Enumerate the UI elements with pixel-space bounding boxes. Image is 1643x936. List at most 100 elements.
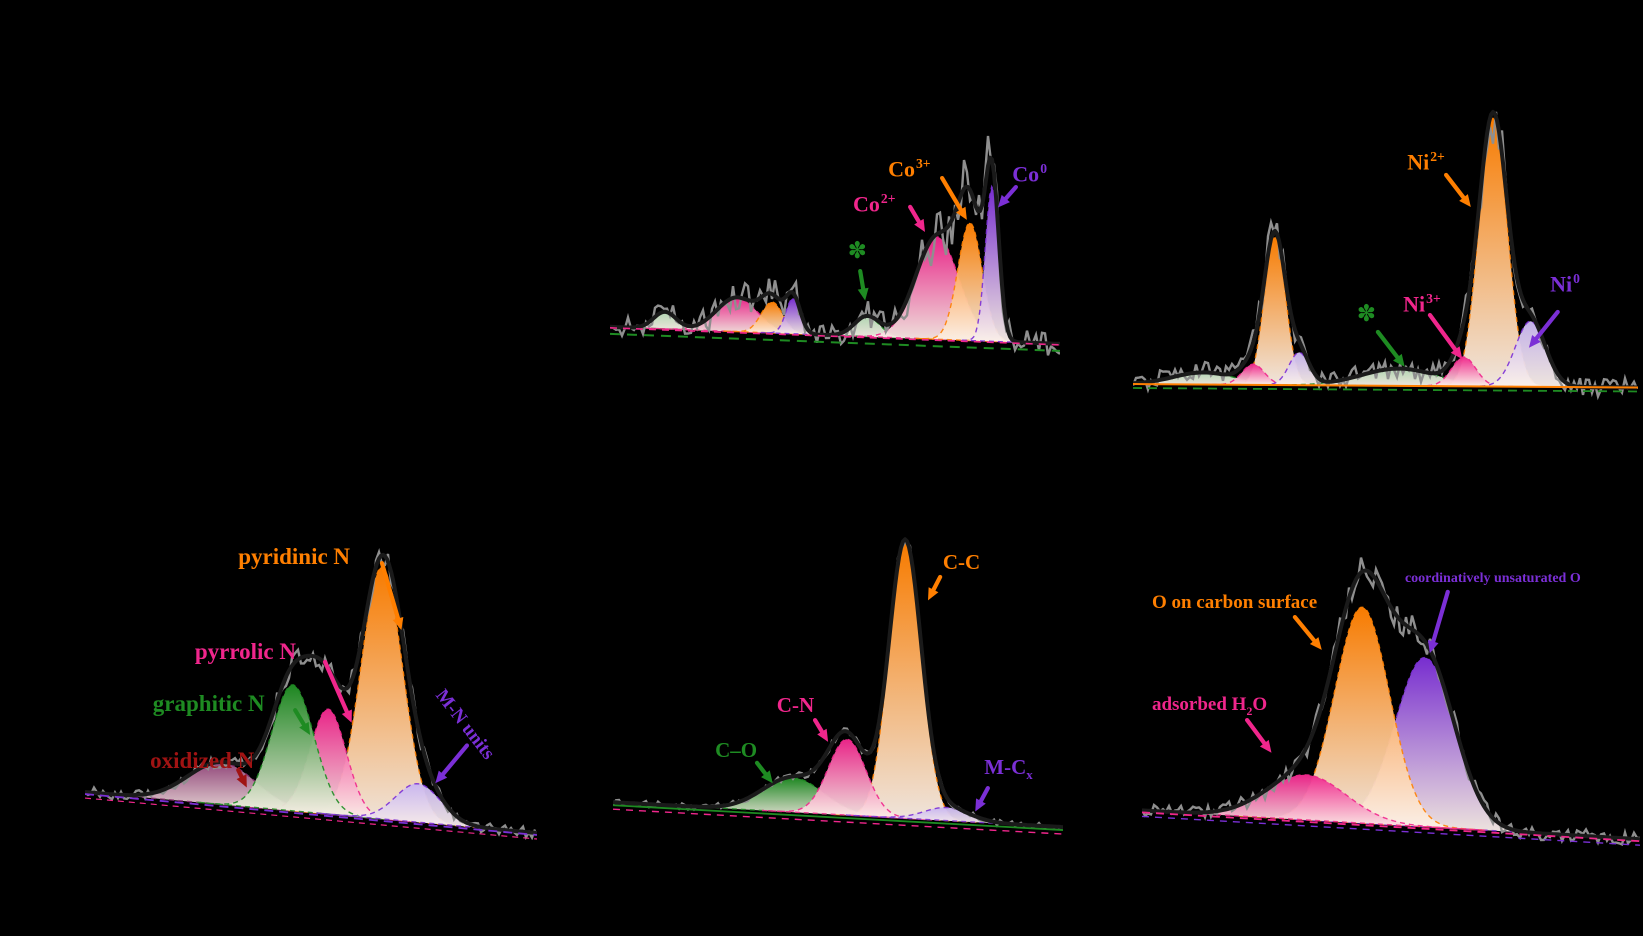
annotation-arrowhead	[975, 798, 986, 812]
baseline-line	[85, 793, 537, 836]
annotation-arrowhead	[956, 206, 967, 220]
label-c-c: C-C	[943, 552, 980, 573]
label-c-o: C–O	[715, 740, 757, 761]
label-c-n: C-N	[776, 692, 815, 717]
label-graphitic-n: graphitic N	[153, 692, 265, 715]
label-text: Co	[853, 191, 880, 217]
annotation-arrow	[812, 718, 825, 734]
annotation-arrowhead	[1309, 637, 1322, 650]
annotation-arrowhead	[997, 194, 1010, 208]
label-pyridinic-n: pyridinic N	[238, 545, 350, 568]
ni-2p-spectrum-panel: Ni2+ Ni3+ Ni0 ✽	[1133, 58, 1638, 403]
label-text: Ni	[1407, 149, 1430, 175]
annotation-arrow	[322, 659, 349, 714]
baseline-line	[1133, 383, 1638, 389]
satellite-flower-icon: ✽	[847, 238, 867, 265]
raw-signal-trace	[1133, 111, 1638, 401]
label-text: Co	[888, 156, 915, 182]
label-pyrrolic-n: pyrrolic N	[195, 640, 296, 663]
label-superscript: 0	[1040, 160, 1047, 176]
label-subscript: x	[1026, 767, 1033, 783]
peak-o-on-carbon-surface	[1238, 606, 1486, 831]
annotation-arrow	[236, 767, 244, 779]
fit-envelope	[1133, 109, 1637, 390]
peak-ni2-2p1-2	[1227, 235, 1323, 386]
annotation-arrowhead	[817, 728, 829, 742]
annotation-arrow	[940, 175, 963, 212]
annotation-arrowhead	[1459, 194, 1471, 208]
fit-envelope	[1142, 568, 1640, 842]
c-1s-spectrum-plot	[613, 537, 1063, 835]
label-text: C-C	[942, 550, 981, 575]
annotation-arrowhead	[914, 218, 925, 232]
c-1s-spectrum-panel: C-C C-N C–O M-Cx	[613, 490, 1063, 835]
annotation-arrow	[293, 708, 307, 727]
co-2p-spectrum-plot	[610, 135, 1060, 356]
label-text: graphitic N	[152, 690, 265, 716]
label-text: Ni	[1550, 271, 1573, 297]
label-text: Ni	[1403, 291, 1426, 317]
label-subscript: 2	[1246, 704, 1253, 718]
label-superscript: 3+	[915, 155, 931, 171]
fit-envelope	[610, 155, 1060, 346]
label-text: Co	[1012, 161, 1040, 187]
label-ni2plus: Ni2+	[1407, 150, 1445, 173]
satellite-flower-icon: ✽	[1356, 300, 1376, 327]
n-1s-spectrum-panel: pyridinic N pyrrolic N graphitic N oxidi…	[85, 490, 537, 840]
annotation-arrowhead	[236, 774, 247, 788]
peak-co2-2p3-2	[839, 236, 1035, 344]
o-1s-spectrum-panel: O on carbon surface adsorbed H2O coordin…	[1142, 490, 1640, 850]
label-text: pyrrolic N	[194, 638, 296, 664]
label-text: oxidized N	[150, 748, 255, 773]
label-text: adsorbed H	[1151, 693, 1247, 715]
label-coordinatively-unsaturated-o: coordinatively unsaturated O	[1405, 572, 1581, 586]
baseline-line	[610, 327, 1060, 346]
label-superscript: 2+	[880, 191, 896, 206]
annotation-arrowhead	[761, 770, 773, 784]
label-adsorbed-h2o: adsorbed H2O	[1152, 695, 1267, 718]
annotation-arrowhead	[392, 616, 404, 630]
annotation-arrow	[1244, 717, 1267, 746]
label-co2plus: Co2+	[853, 192, 895, 215]
co-2p-spectrum-panel: Co2+ Co3+ Co0 ✽	[610, 68, 1060, 378]
baseline-line	[613, 804, 1063, 831]
annotation-arrow	[1431, 589, 1450, 644]
label-superscript: 0	[1573, 270, 1580, 286]
annotation-arrowhead	[928, 587, 939, 601]
annotation-arrowhead	[1427, 640, 1439, 654]
label-text: O	[1252, 693, 1268, 715]
label-text: C-N	[776, 692, 815, 717]
fit-envelope	[85, 552, 537, 835]
baseline-line	[1142, 815, 1640, 846]
baseline-line	[85, 797, 537, 840]
label-o-on-carbon-surface: O on carbon surface	[1152, 593, 1317, 612]
annotation-arrow	[1427, 312, 1458, 352]
label-superscript: 3+	[1426, 290, 1441, 306]
annotation-arrow	[1375, 329, 1400, 360]
label-text: C–O	[715, 738, 758, 763]
annotation-arrow	[858, 268, 866, 291]
peak-m-n-units	[316, 782, 520, 833]
label-text: M-C	[984, 755, 1027, 780]
fit-envelope	[613, 537, 1063, 830]
o-1s-spectrum-plot	[1142, 557, 1640, 846]
annotation-arrowhead	[1393, 353, 1405, 367]
annotation-arrow	[1003, 184, 1018, 201]
annotation-arrow	[908, 204, 921, 224]
baseline-line	[610, 332, 1060, 352]
label-oxidized-n: oxidized N	[150, 749, 254, 772]
annotation-arrowhead	[435, 770, 448, 784]
annotation-arrow	[978, 785, 990, 804]
label-text: O on carbon surface	[1151, 591, 1318, 613]
annotation-arrowhead	[1450, 346, 1463, 360]
label-m-cx: M-Cx	[984, 755, 1033, 783]
annotation-arrow	[754, 760, 768, 776]
annotation-arrow	[1292, 614, 1317, 643]
label-superscript: 2+	[1430, 149, 1445, 165]
annotation-arrow	[440, 743, 470, 777]
label-text: coordinatively unsaturated O	[1404, 571, 1581, 587]
label-ni3plus: Ni3+	[1403, 292, 1441, 315]
baseline-line	[613, 808, 1063, 835]
label-text: pyridinic N	[238, 543, 351, 569]
